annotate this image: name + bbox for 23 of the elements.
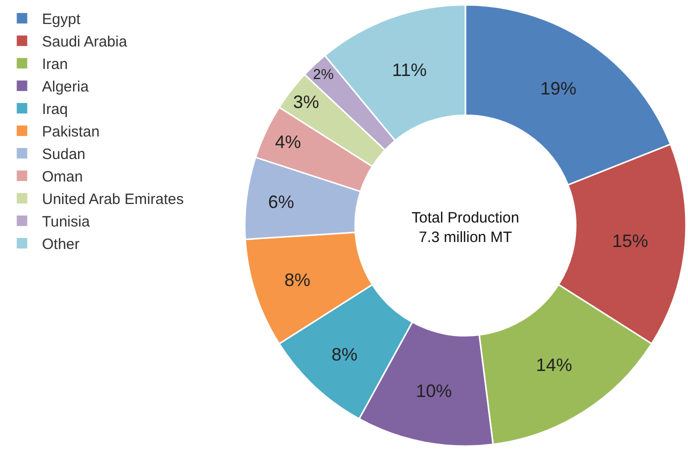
- legend-label: Tunisia: [42, 214, 90, 231]
- data-label: 3%: [293, 92, 320, 112]
- data-label: 11%: [392, 60, 427, 80]
- legend-label: Oman: [42, 168, 83, 186]
- text: Total Production 7.3 million MT: [412, 209, 520, 246]
- legend-label: Iran: [42, 56, 68, 74]
- legend-label: Saudi Arabia: [42, 34, 128, 51]
- legend-label: Algeria: [42, 78, 90, 96]
- data-label: 8%: [331, 344, 358, 364]
- legend-label: Pakistan: [42, 124, 100, 141]
- data-label: 19%: [540, 78, 576, 99]
- legend-label: Egypt: [42, 11, 82, 28]
- data-label: 15%: [612, 231, 648, 252]
- data-label: 8%: [284, 270, 310, 290]
- legend-label: Sudan: [42, 146, 86, 164]
- legend-label: Iraq: [42, 101, 68, 118]
- legend-label: United Arab Emirates: [42, 191, 184, 208]
- data-label: 14%: [536, 355, 572, 376]
- data-label: 2%: [313, 66, 334, 83]
- data-label: 10%: [416, 381, 452, 402]
- data-label: 6%: [268, 192, 294, 212]
- legend-label: Other: [42, 236, 80, 254]
- data-label: 4%: [275, 132, 302, 152]
